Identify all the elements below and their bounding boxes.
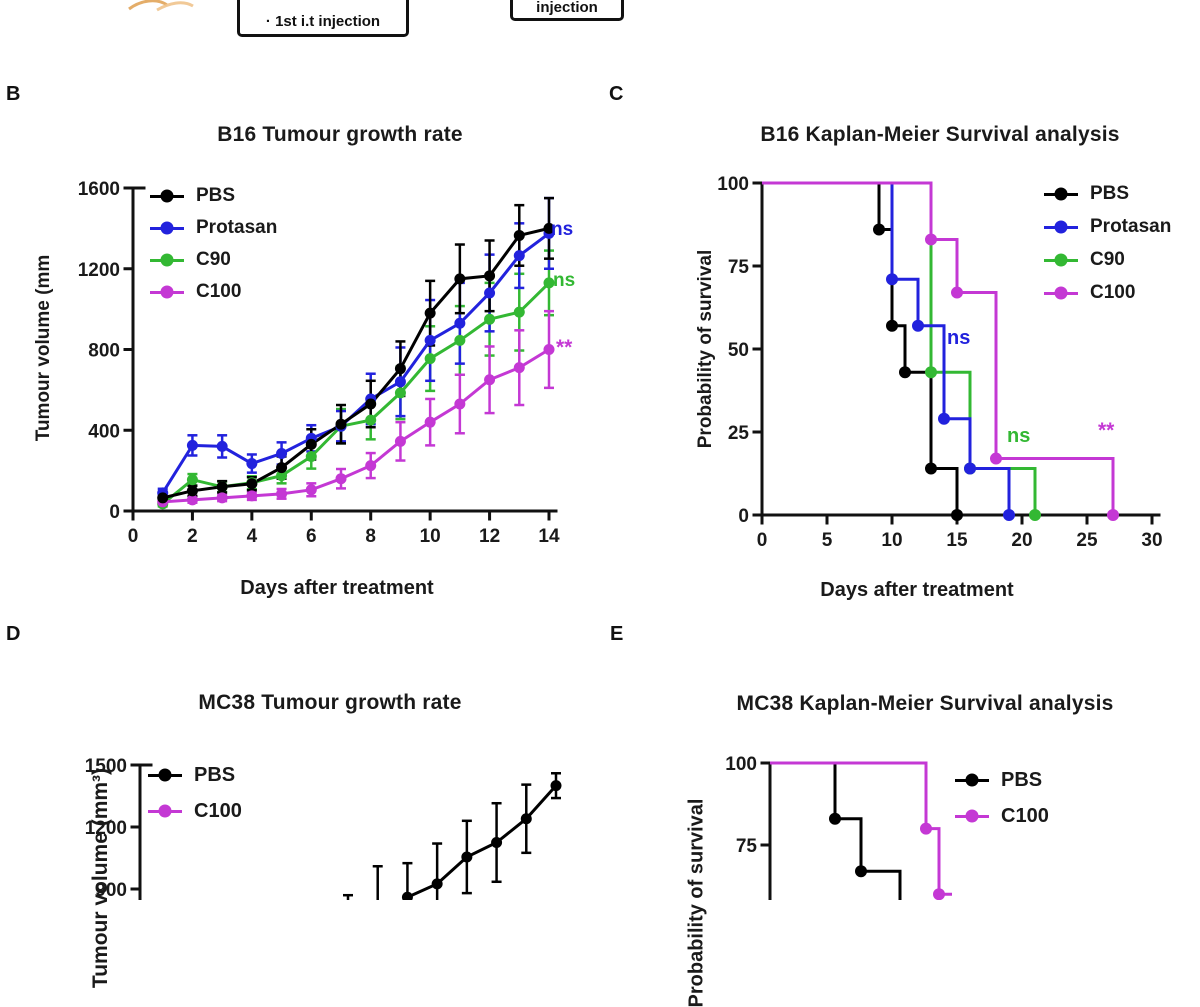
svg-text:8: 8 [365,526,376,547]
svg-text:10: 10 [420,526,441,547]
b16-survival-legend: PBS Protasan C90 C100 [1044,177,1171,309]
svg-text:4: 4 [247,526,258,547]
svg-text:15: 15 [946,530,968,551]
legend-label-pbs: PBS [1090,182,1130,204]
mc38-growth-title: MC38 Tumour growth rate [198,691,462,714]
legend-item-c90: C90 [1044,243,1171,276]
svg-text:900: 900 [95,880,127,900]
c100-marker-icon [1044,286,1078,300]
svg-text:0: 0 [757,530,768,551]
legend-item-pbs: PBS [955,762,1049,798]
svg-text:0: 0 [128,526,139,547]
mc38-survival-legend: PBS C100 [955,762,1049,834]
c100-marker-icon [148,804,182,818]
injection-label: injection [536,0,598,16]
legend-item-protasan: Protasan [1044,210,1171,243]
ns-annotation-c90: ns [1007,425,1031,447]
svg-text:25: 25 [728,423,750,444]
svg-text:2: 2 [187,526,198,547]
ns-annotation-c90: ns [553,270,576,291]
legend-label-protasan: Protasan [196,217,278,238]
injection-box: injection [510,0,624,21]
svg-text:800: 800 [88,341,120,362]
svg-text:12: 12 [479,526,500,547]
b16-survival-chart: 0 25 50 75 100 0 5 10 15 20 25 30 [717,174,1162,551]
svg-text:1600: 1600 [78,179,120,200]
legend-label-c100: C100 [1001,804,1049,827]
c100-marker-icon [150,285,184,299]
legend-item-c100: C100 [150,276,277,308]
b16-growth-legend: PBS Protasan C90 C100 [150,180,277,308]
svg-text:1200: 1200 [85,818,127,839]
pbs-marker-icon [1044,187,1078,201]
ns-annotation-protasan: ns [947,327,971,349]
mc38-survival-title: MC38 Kaplan-Meier Survival analysis [736,692,1114,715]
svg-text:30: 30 [1141,530,1162,551]
svg-text:75: 75 [728,257,750,278]
svg-text:75: 75 [736,836,758,857]
legend-item-pbs: PBS [148,757,242,793]
c90-marker-icon [1044,253,1078,267]
significance-annotation-c100: ** [1098,419,1115,442]
legend-label-pbs: PBS [1001,768,1043,791]
svg-text:100: 100 [725,754,757,775]
legend-label-c90: C90 [196,249,231,270]
protasan-marker-icon [150,221,184,235]
legend-item-pbs: PBS [150,180,277,212]
svg-text:5: 5 [822,530,833,551]
svg-text:20: 20 [1011,530,1032,551]
legend-label-c100: C100 [196,281,242,302]
svg-text:0: 0 [738,506,749,527]
first-it-injection-label: · 1st i.t injection [265,13,381,30]
mc38-growth-legend: PBS C100 [148,757,242,829]
b16-growth-title: B16 Tumour growth rate [217,123,463,146]
b16-survival-title: B16 Kaplan-Meier Survival analysis [760,123,1120,146]
legend-item-protasan: Protasan [150,212,277,244]
panel-label-b: B [6,83,21,105]
panel-label-d: D [6,623,21,645]
panel-label-e: E [610,623,624,645]
b16-growth-chart: 0 400 800 1200 1600 0 2 4 6 8 10 12 14 [78,179,560,547]
legend-label-c100: C100 [1090,281,1136,303]
b16-growth-x-axis-label: Days after treatment [240,577,434,599]
svg-text:100: 100 [717,174,749,195]
legend-label-protasan: Protasan [1090,215,1172,237]
svg-text:14: 14 [538,526,560,547]
svg-text:1500: 1500 [85,756,127,777]
significance-annotation-c100: ** [556,336,573,359]
legend-item-c100: C100 [955,798,1049,834]
legend-label-c90: C90 [1090,248,1125,270]
first-it-injection-box: · 1st i.t injection [237,0,409,37]
legend-item-c90: C90 [150,244,277,276]
svg-text:1200: 1200 [78,260,120,281]
pbs-marker-icon [148,768,182,782]
legend-label-pbs: PBS [196,185,236,206]
c90-marker-icon [150,253,184,267]
svg-text:0: 0 [109,502,120,523]
c100-marker-icon [955,809,989,823]
svg-text:50: 50 [728,340,749,361]
svg-text:400: 400 [88,421,120,442]
legend-label-c100: C100 [194,799,242,822]
legend-item-c100: C100 [148,793,242,829]
protasan-marker-icon [1044,220,1078,234]
mc38-growth-chart: 6009001200150002468101214 [85,756,562,900]
legend-label-pbs: PBS [194,763,236,786]
svg-text:25: 25 [1076,530,1098,551]
legend-item-c100: C100 [1044,276,1171,309]
figure-page: · 1st i.t injection injection B C D E B1… [6,0,1171,1007]
legend-item-pbs: PBS [1044,177,1171,210]
svg-text:10: 10 [881,530,902,551]
svg-text:6: 6 [306,526,317,547]
pbs-marker-icon [955,773,989,787]
mouse-cartoon-partial-icon [128,0,194,12]
pbs-marker-icon [150,189,184,203]
b16-survival-x-axis-label: Days after treatment [820,579,1014,601]
panel-label-c: C [609,83,624,105]
ns-annotation-protasan: ns [551,219,574,240]
